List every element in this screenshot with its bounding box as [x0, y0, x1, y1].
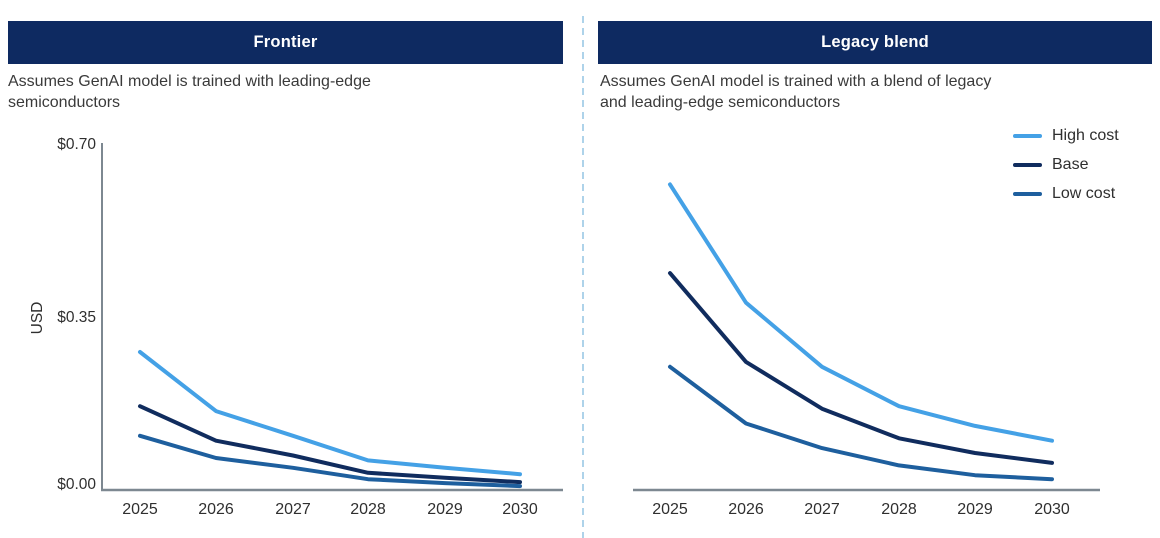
- frontier-low-cost-line: [138, 433, 522, 489]
- frontier-x-tick-2030: 2030: [502, 501, 538, 518]
- legacy-blend-x-labels: 2025 2026 2027 2028 2029 2030: [0, 501, 1160, 523]
- legacy-blend-subtitle: Assumes GenAI model is trained with a bl…: [600, 73, 992, 111]
- legend-label: Base: [1052, 156, 1089, 173]
- legacy-blend-x-tick-2029: 2029: [957, 501, 993, 518]
- legacy-blend-x-tick-2027: 2027: [804, 501, 840, 518]
- legend-item-high-cost: High cost: [1013, 126, 1119, 146]
- frontier-x-tick-2027: 2027: [275, 501, 311, 518]
- frontier-subtitle: Assumes GenAI model is trained with lead…: [8, 73, 371, 111]
- legend-item-low-cost: Low cost: [1013, 184, 1119, 204]
- frontier-y-tick-0.70: $0.70: [57, 136, 96, 153]
- frontier-x-tick-2029: 2029: [427, 501, 463, 518]
- chart-legend: High cost Base Low cost: [1013, 126, 1119, 204]
- legend-item-base: Base: [1013, 155, 1119, 175]
- legacy-blend-base-line: [668, 271, 1054, 465]
- legend-label: Low cost: [1052, 185, 1116, 202]
- frontier-y-tick-0.35: $0.35: [57, 308, 96, 326]
- frontier-high-cost-line: [138, 350, 522, 477]
- legend-swatch-icon: [1013, 162, 1042, 168]
- legacy-blend-high-cost-line: [668, 182, 1054, 443]
- legend-swatch-icon: [1013, 133, 1042, 139]
- frontier-title: Frontier: [253, 33, 318, 51]
- legacy-blend-x-tick-2030: 2030: [1034, 501, 1070, 518]
- legacy-blend-x-tick-2028: 2028: [881, 501, 917, 518]
- legend-label: High cost: [1052, 127, 1119, 144]
- legend-swatch-icon: [1013, 191, 1042, 197]
- legacy-blend-x-tick-2026: 2026: [728, 501, 764, 518]
- frontier-header: Frontier: [8, 21, 563, 64]
- frontier-y-tick-0.00: $0.00: [57, 476, 96, 493]
- frontier-x-tick-2028: 2028: [350, 501, 386, 518]
- legacy-blend-header: Legacy blend: [598, 21, 1152, 64]
- legacy-blend-low-cost-line: [668, 364, 1054, 482]
- legacy-blend-title: Legacy blend: [821, 33, 929, 51]
- frontier-base-line: [138, 404, 522, 485]
- frontier-x-tick-2026: 2026: [198, 501, 234, 518]
- frontier-x-labels: 2025 2026 2027 2028 2029 2030: [0, 501, 1160, 523]
- legacy-blend-x-tick-2025: 2025: [652, 501, 688, 518]
- frontier-x-tick-2025: 2025: [122, 501, 158, 518]
